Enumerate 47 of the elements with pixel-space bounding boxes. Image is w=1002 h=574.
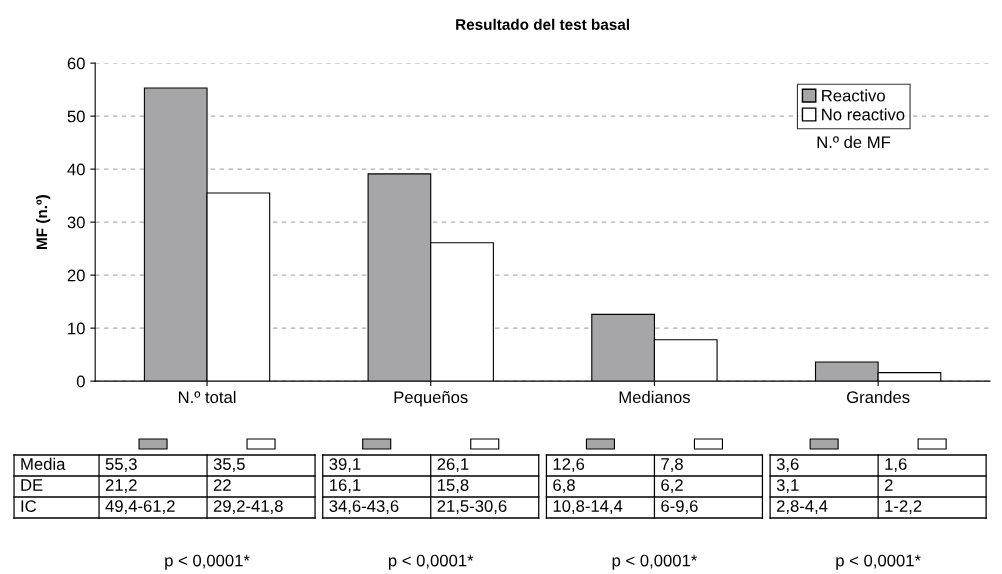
text: 21,2 bbox=[105, 479, 137, 493]
text: 39,1 bbox=[329, 458, 361, 472]
text: p < 0,0001* bbox=[612, 554, 698, 570]
text: 26,1 bbox=[437, 458, 469, 472]
text: 1-2,2 bbox=[885, 500, 922, 514]
text: 6,2 bbox=[661, 479, 683, 493]
x-tick-label: Medianos bbox=[619, 390, 690, 404]
y-tick-label: 60 bbox=[67, 57, 85, 70]
legend-label: Reactivo bbox=[822, 89, 885, 102]
text: 21,5-30,6 bbox=[437, 500, 507, 514]
text: IC bbox=[21, 500, 37, 512]
text: 35,5 bbox=[213, 458, 245, 472]
y-tick-label: 40 bbox=[67, 163, 85, 176]
text: 7,8 bbox=[661, 458, 683, 472]
y-axis-title: MF (n.º) bbox=[36, 195, 51, 249]
text: 34,6-43,6 bbox=[329, 500, 399, 514]
text: 3,1 bbox=[776, 479, 799, 493]
text: 55,3 bbox=[105, 458, 137, 472]
text: 16,1 bbox=[330, 479, 361, 493]
x-tick-label: Pequeños bbox=[394, 390, 468, 407]
text: 49,4-61,2 bbox=[105, 500, 175, 514]
text: 6-9,6 bbox=[661, 500, 698, 514]
text: 10,8-14,4 bbox=[553, 500, 623, 514]
y-tick-label: 30 bbox=[67, 216, 85, 229]
text: p < 0,0001* bbox=[836, 554, 921, 570]
text: p < 0,0001* bbox=[165, 554, 250, 570]
chart-title: Resultado del test basal bbox=[456, 18, 629, 30]
text: 12,6 bbox=[553, 458, 585, 472]
text: Media bbox=[21, 457, 66, 470]
legend-label: No reactivo bbox=[822, 108, 905, 121]
text: 3,6 bbox=[776, 458, 799, 472]
text: 2,8-4,4 bbox=[776, 500, 828, 514]
y-tick-label: 50 bbox=[67, 110, 85, 123]
y-tick-label: 20 bbox=[67, 269, 85, 282]
x-tick-label: N.º total bbox=[178, 390, 236, 404]
text: 15,8 bbox=[438, 479, 469, 493]
text: 29,2-41,8 bbox=[213, 500, 283, 514]
text: DE bbox=[21, 479, 43, 491]
y-tick-label: 0 bbox=[76, 375, 85, 388]
text: 6,8 bbox=[553, 479, 575, 493]
y-tick-label: 10 bbox=[68, 322, 85, 335]
text: 1,6 bbox=[885, 458, 907, 472]
text: 22 bbox=[213, 479, 231, 491]
text: p < 0,0001* bbox=[388, 554, 474, 570]
annotation: N.º de MF bbox=[817, 135, 891, 149]
x-tick-label: Grandes bbox=[847, 390, 910, 404]
text: 2 bbox=[884, 479, 893, 491]
